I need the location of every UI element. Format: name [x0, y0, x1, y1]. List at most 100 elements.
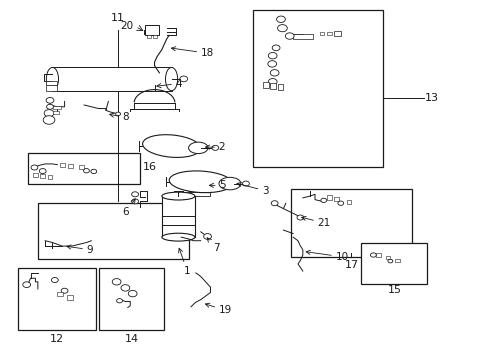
Text: 16: 16 [142, 162, 156, 172]
Circle shape [39, 168, 46, 174]
Circle shape [83, 168, 89, 173]
Circle shape [271, 201, 278, 206]
Text: 3: 3 [237, 183, 268, 196]
Bar [185, 192, 210, 196]
Bar [394, 258, 399, 262]
Circle shape [268, 78, 277, 85]
Text: 7: 7 [207, 238, 219, 253]
Text: 5: 5 [209, 180, 225, 190]
Bar [67, 296, 73, 300]
Text: 6: 6 [122, 199, 135, 217]
Bar [52, 67, 171, 91]
Text: 19: 19 [205, 303, 231, 315]
Circle shape [180, 76, 187, 82]
Circle shape [31, 165, 38, 170]
Circle shape [242, 181, 249, 186]
Text: 1: 1 [178, 248, 190, 276]
Circle shape [43, 116, 55, 124]
Bar [292, 33, 312, 39]
Bar [57, 292, 63, 296]
Text: 10: 10 [305, 250, 348, 262]
Ellipse shape [188, 142, 207, 154]
Circle shape [112, 279, 121, 285]
Text: 20: 20 [120, 21, 133, 31]
Circle shape [61, 288, 68, 293]
Circle shape [46, 98, 54, 103]
Circle shape [131, 199, 138, 204]
Text: 21: 21 [301, 216, 330, 228]
Text: 14: 14 [124, 334, 139, 343]
Text: 11: 11 [111, 13, 125, 23]
Circle shape [211, 145, 218, 150]
Bar [28, 153, 140, 184]
Bar [270, 83, 276, 89]
Bar [145, 24, 159, 35]
Bar [60, 163, 64, 167]
Bar [188, 176, 206, 191]
Bar [53, 106, 61, 109]
Circle shape [51, 278, 58, 283]
Ellipse shape [188, 174, 206, 179]
Bar [153, 35, 157, 38]
Bar [53, 111, 59, 113]
Bar [33, 173, 38, 177]
Bar [147, 35, 151, 38]
Ellipse shape [219, 177, 241, 190]
Ellipse shape [46, 67, 59, 91]
Bar [47, 175, 52, 179]
Circle shape [272, 45, 280, 51]
Circle shape [203, 234, 211, 239]
Ellipse shape [162, 192, 195, 200]
Bar [319, 32, 324, 35]
Ellipse shape [188, 188, 206, 193]
Circle shape [270, 69, 279, 76]
Bar [79, 165, 84, 169]
Circle shape [44, 110, 54, 117]
Circle shape [320, 198, 326, 203]
Circle shape [23, 282, 30, 288]
Bar [326, 32, 331, 35]
Text: 12: 12 [50, 334, 64, 343]
Circle shape [285, 33, 293, 39]
Circle shape [276, 16, 285, 22]
Bar [40, 174, 45, 178]
Text: 4: 4 [157, 78, 182, 89]
Circle shape [296, 215, 303, 220]
Text: 18: 18 [171, 47, 214, 58]
Circle shape [268, 53, 277, 59]
Bar [263, 82, 268, 88]
Bar [361, 243, 426, 284]
Circle shape [116, 298, 122, 303]
Text: 8: 8 [109, 112, 128, 122]
Bar [46, 81, 57, 85]
Circle shape [46, 104, 53, 109]
Ellipse shape [162, 233, 195, 241]
Circle shape [116, 112, 120, 116]
Bar [326, 195, 331, 200]
Circle shape [131, 192, 138, 197]
Circle shape [277, 24, 287, 32]
Ellipse shape [142, 135, 200, 157]
Text: 9: 9 [67, 245, 93, 255]
Bar [334, 31, 341, 36]
Text: 13: 13 [424, 93, 438, 103]
Bar [99, 267, 164, 330]
Circle shape [91, 169, 97, 174]
Bar [346, 200, 350, 204]
Circle shape [370, 253, 375, 257]
Bar [385, 256, 389, 259]
Circle shape [337, 201, 343, 205]
Circle shape [121, 285, 129, 291]
Bar [277, 84, 283, 90]
Text: 2: 2 [205, 142, 225, 152]
Bar [38, 203, 188, 258]
Bar [290, 189, 411, 257]
Bar [375, 253, 380, 257]
Bar [253, 10, 382, 167]
Circle shape [267, 61, 276, 67]
Text: 17: 17 [344, 260, 358, 270]
Circle shape [128, 291, 137, 297]
Bar [19, 267, 96, 330]
Bar [46, 85, 57, 91]
Bar [162, 196, 195, 237]
